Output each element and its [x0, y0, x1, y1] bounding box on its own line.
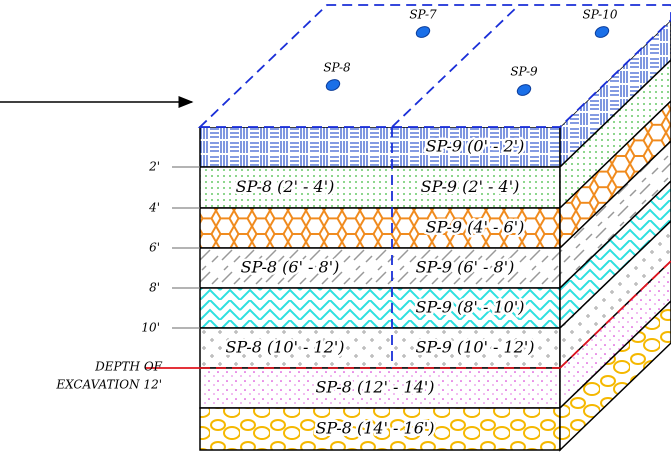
layer-label: SP-9 (2' - 4'): [421, 177, 520, 196]
excavation-label: DEPTH OF: [94, 360, 163, 374]
layer-label: SP-9 (0' - 2'): [426, 137, 525, 156]
borehole-marker: [594, 26, 610, 38]
soil-layer: [199, 367, 561, 409]
layer-label: SP-8 (6' - 8'): [241, 258, 340, 277]
layer-label: SP-9 (8' - 10'): [416, 298, 525, 317]
layer-label: SP-9 (4' - 6'): [426, 218, 525, 237]
excavation-line: [559, 260, 671, 369]
layer-label: SP-8 (10' - 12'): [225, 338, 344, 357]
soil-layer-side: [559, 299, 671, 452]
soil-layer: [199, 166, 561, 209]
layer-label: SP-8 (12' - 14'): [315, 378, 434, 397]
soil-layer-side: [559, 58, 671, 210]
boreholes: SP-7 SP-10 SP-8 SP-9: [323, 8, 618, 96]
block: SP-9 (0' - 2') SP-8 (2' - 4') SP-9 (2' - 4…: [141, 18, 671, 452]
depth-label: 8': [149, 281, 160, 295]
borehole-label: SP-9: [510, 65, 538, 79]
soil-layer: [199, 407, 561, 451]
layer-label: SP-9 (10' - 12'): [415, 338, 534, 357]
layer-label: SP-8 (2' - 4'): [236, 177, 335, 196]
borehole-label: SP-10: [583, 8, 618, 22]
depth-label: 6': [149, 241, 160, 255]
layer-label: SP-9 (6' - 8'): [416, 258, 515, 277]
borehole-label: SP-8: [323, 61, 351, 75]
borehole-marker: [415, 26, 431, 38]
layer-label: SP-8 (14' - 16'): [315, 419, 434, 438]
borehole-marker: [516, 84, 532, 96]
depth-label: 4': [148, 201, 160, 215]
soil-layer-side: [559, 179, 671, 330]
top-face: [197, 4, 671, 128]
soil-layer-side: [559, 139, 671, 290]
soil-layer-side: [559, 219, 671, 370]
soil-layer-side: [559, 18, 671, 169]
soil-layer: [199, 327, 561, 369]
soil-layer: [199, 247, 561, 289]
top-divider: [391, 4, 520, 128]
depth-label: 2': [148, 160, 160, 174]
borehole-marker: [325, 79, 341, 91]
depth-label: 10': [141, 321, 160, 335]
excavation-label: EXCAVATION 12': [55, 378, 162, 392]
soil-layer-side: [559, 99, 671, 250]
borehole-label: SP-7: [409, 8, 437, 22]
soil-layer: [199, 287, 561, 329]
